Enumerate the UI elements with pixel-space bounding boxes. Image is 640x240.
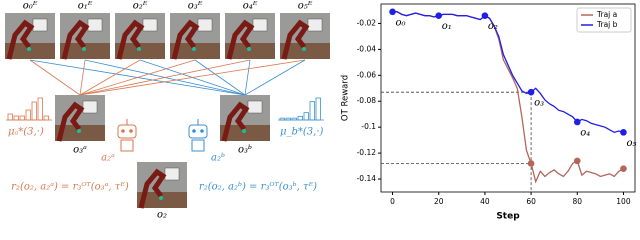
- hist-bar: [25, 109, 31, 121]
- x-tick-label: 60: [526, 197, 536, 206]
- point-annotation: o₄: [580, 127, 590, 138]
- point-marker: [573, 118, 581, 126]
- point-marker: [389, 8, 396, 16]
- expert-image: [170, 13, 220, 59]
- legend-label: Traj b: [596, 20, 618, 29]
- legend-label: Traj a: [596, 10, 617, 19]
- point-annotation: o₅: [626, 138, 636, 149]
- hist-bar: [43, 115, 49, 121]
- robot-icon: [192, 129, 196, 133]
- hist-bar: [7, 113, 13, 121]
- chart: -0.14 -0.12 -0.1 -0.08 -0.06 -0.04 -0.02 0 20 40 6…: [341, 3, 636, 222]
- y-tick-label: -0.06: [357, 70, 377, 79]
- y-tick-label: -0.12: [357, 148, 377, 157]
- hist-bar: [19, 115, 25, 121]
- series-line: [392, 11, 624, 184]
- hist-bar: [291, 117, 297, 121]
- hist-bar: [315, 97, 321, 121]
- obs-label: o₂: [157, 210, 167, 221]
- action-label: a₂ᵇ: [211, 153, 225, 164]
- legend-box: [576, 7, 632, 33]
- robot-icon: [121, 129, 125, 133]
- x-tick-label: 20: [434, 197, 444, 206]
- hist-bar: [309, 101, 315, 121]
- robot-icon: [188, 124, 208, 139]
- point-marker: [435, 12, 443, 19]
- expert-label: o₃ᴱ: [188, 1, 203, 12]
- point-marker: [527, 88, 535, 96]
- obs-label: o₃ᵃ: [73, 145, 87, 156]
- arrow-b: [194, 59, 246, 96]
- x-tick-label: 40: [480, 197, 490, 206]
- expert-image: [280, 13, 330, 59]
- mu-label: μₐ*(3,·): [8, 127, 44, 138]
- hist-bar: [303, 112, 309, 121]
- equation: r₂(o₂, a₂ᵃ) = r₃ᴼᵀ(o₃ᵃ, τᴱ): [11, 182, 129, 193]
- hist-bar: [279, 117, 285, 121]
- point-annotation: o₀: [396, 17, 406, 28]
- arrow-a: [79, 59, 86, 96]
- arrow-a: [79, 59, 306, 96]
- point-marker: [620, 129, 627, 136]
- mu-label: μ_b*(3,·): [280, 127, 324, 138]
- arrow-b: [244, 59, 251, 96]
- expert-label: o₁ᴱ: [78, 1, 93, 12]
- point-marker: [620, 165, 627, 172]
- point-marker: [527, 160, 535, 167]
- robot-icon: [129, 129, 133, 133]
- hist-bar: [37, 97, 43, 121]
- expert-label: o₀ᴱ: [23, 1, 38, 12]
- point-annotation: o₂: [488, 21, 498, 32]
- expert-image: [5, 13, 55, 59]
- arrow-a: [79, 59, 141, 96]
- figure: o₀ᴱ o₁ᴱ o₂ᴱ o₃ᴱ o₄ᴱ o₅ᴱ o₃ᵃ o₃ᵇ o₂ μₐ*(3,·) μ_b*(3…: [0, 1, 636, 222]
- point-annotation: o₃: [534, 98, 544, 109]
- arrow-a: [79, 59, 251, 96]
- expert-image: [225, 13, 275, 59]
- expert-image: [60, 13, 110, 59]
- obs-image: [220, 95, 270, 141]
- expert-label: o₅ᴱ: [298, 1, 313, 12]
- x-tick-label: 0: [390, 197, 395, 206]
- hist-bar: [297, 115, 303, 121]
- arrow-b: [244, 59, 306, 96]
- y-tick-label: -0.08: [357, 96, 377, 105]
- equation: r₂(o₂, a₂ᵇ) = r₃ᴼᵀ(o₃ᵇ, τᴱ): [199, 182, 317, 193]
- expert-label: o₄ᴱ: [243, 1, 258, 12]
- y-tick-label: -0.1: [361, 122, 376, 131]
- robot-icon: [117, 124, 137, 139]
- hist-bar: [31, 101, 37, 121]
- y-tick-label: -0.02: [357, 18, 377, 27]
- expert-label: o₂ᴱ: [133, 1, 148, 12]
- robot-icon: [120, 139, 134, 152]
- y-axis-label: OT Reward: [341, 75, 351, 121]
- obs-image: [55, 95, 105, 141]
- arrow-a: [29, 59, 81, 96]
- diagram: o₀ᴱ o₁ᴱ o₂ᴱ o₃ᴱ o₄ᴱ o₅ᴱ o₃ᵃ o₃ᵇ o₂ μₐ*(3,·) μ_b*(3…: [5, 1, 330, 221]
- hist-bar: [13, 115, 19, 121]
- hist-bar: [285, 117, 291, 121]
- plot-frame: [380, 3, 636, 193]
- robot-icon: [200, 129, 204, 133]
- action-label: a₂ᵃ: [101, 153, 115, 164]
- y-tick-label: -0.14: [357, 174, 377, 183]
- x-axis-label: Step: [496, 212, 520, 222]
- obs-image: [137, 162, 187, 208]
- point-marker: [481, 12, 489, 19]
- robot-icon: [191, 139, 205, 152]
- expert-image: [115, 13, 165, 59]
- x-tick-label: 80: [572, 197, 582, 206]
- point-marker: [573, 157, 581, 165]
- y-tick-label: -0.04: [357, 44, 377, 53]
- point-annotation: o₁: [442, 21, 452, 32]
- obs-label: o₃ᵇ: [238, 145, 252, 156]
- x-tick-label: 100: [616, 197, 631, 206]
- series-line: [392, 11, 624, 134]
- arrow-a: [79, 59, 196, 96]
